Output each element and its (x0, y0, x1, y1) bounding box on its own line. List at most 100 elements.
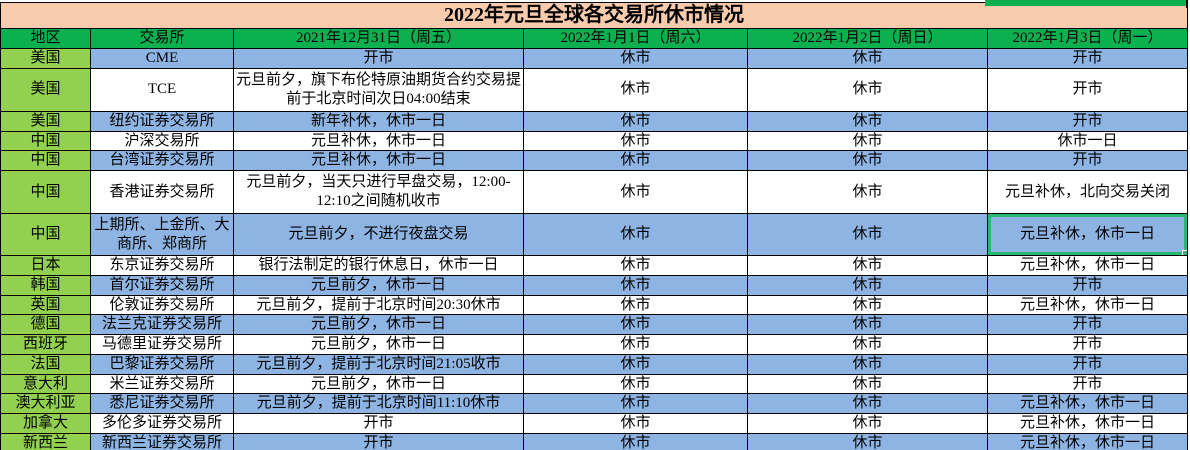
cell-region[interactable]: 法国 (0, 353, 91, 375)
cell-jan1[interactable]: 休市 (523, 110, 748, 132)
cell-jan1[interactable]: 休市 (523, 294, 748, 316)
cell-dec31[interactable]: 元旦前夕，提前于北京时间21:05收市 (233, 353, 524, 375)
header-exchange[interactable]: 交易所 (90, 28, 234, 49)
cell-jan2[interactable]: 休市 (747, 213, 988, 256)
cell-dec31[interactable]: 元旦前夕，提前于北京时间11:10休市 (233, 393, 524, 414)
cell-exchange[interactable]: 纽约证券交易所 (90, 110, 234, 132)
cell-jan2[interactable]: 休市 (747, 393, 988, 414)
cell-jan3[interactable]: 元旦补休，休市一日 (986, 213, 1189, 256)
cell-jan1[interactable]: 休市 (523, 432, 748, 450)
cell-exchange[interactable]: 首尔证券交易所 (90, 274, 234, 296)
cell-exchange[interactable]: 法兰克证券交易所 (90, 314, 234, 335)
cell-region[interactable]: 美国 (0, 67, 91, 112)
header-jan3[interactable]: 2022年1月3日（周一） (986, 28, 1189, 49)
cell-jan1[interactable]: 休市 (523, 255, 748, 276)
cell-jan3[interactable]: 休市一日 (986, 130, 1189, 152)
cell-exchange[interactable]: 新西兰证券交易所 (90, 432, 234, 450)
cell-jan3[interactable]: 元旦补休，休市一日 (986, 413, 1189, 434)
cell-dec31[interactable]: 元旦前夕，休市一日 (233, 373, 524, 395)
cell-jan2[interactable]: 休市 (747, 334, 988, 355)
cell-exchange[interactable]: TCE (90, 67, 234, 112)
cell-jan1[interactable]: 休市 (523, 274, 748, 296)
cell-region[interactable]: 德国 (0, 314, 91, 335)
cell-jan2[interactable]: 休市 (747, 274, 988, 296)
cell-dec31[interactable]: 元旦前夕，提前于北京时间20:30休市 (233, 294, 524, 316)
cell-region[interactable]: 西班牙 (0, 334, 91, 355)
cell-dec31[interactable]: 元旦前夕，休市一日 (233, 334, 524, 355)
cell-jan3[interactable]: 开市 (986, 150, 1189, 171)
cell-region[interactable]: 美国 (0, 48, 91, 69)
cell-jan3[interactable]: 开市 (986, 48, 1189, 69)
cell-jan2[interactable]: 休市 (747, 294, 988, 316)
cell-exchange[interactable]: 东京证券交易所 (90, 255, 234, 276)
cell-exchange[interactable]: 伦敦证券交易所 (90, 294, 234, 316)
cell-region[interactable]: 新西兰 (0, 432, 91, 450)
cell-jan1[interactable]: 休市 (523, 150, 748, 171)
cell-jan3[interactable]: 开市 (986, 353, 1189, 375)
cell-jan2[interactable]: 休市 (747, 353, 988, 375)
cell-dec31[interactable]: 元旦前夕，旗下布伦特原油期货合约交易提前于北京时间次日04:00结束 (233, 67, 524, 112)
cell-jan3[interactable]: 开市 (986, 334, 1189, 355)
cell-jan2[interactable]: 休市 (747, 255, 988, 276)
cell-region[interactable]: 美国 (0, 110, 91, 132)
cell-dec31[interactable]: 新年补休，休市一日 (233, 110, 524, 132)
cell-jan3[interactable]: 元旦补休，休市一日 (986, 393, 1189, 414)
cell-exchange[interactable]: 悉尼证券交易所 (90, 393, 234, 414)
cell-exchange[interactable]: 上期所、上金所、大商所、郑商所 (90, 213, 234, 256)
cell-jan2[interactable]: 休市 (747, 67, 988, 112)
cell-region[interactable]: 加拿大 (0, 413, 91, 434)
cell-region[interactable]: 中国 (0, 170, 91, 214)
cell-jan3[interactable]: 元旦补休，休市一日 (986, 294, 1189, 316)
cell-dec31[interactable]: 元旦补休，休市一日 (233, 130, 524, 152)
cell-jan1[interactable]: 休市 (523, 67, 748, 112)
cell-jan1[interactable]: 休市 (523, 170, 748, 214)
cell-exchange[interactable]: CME (90, 48, 234, 69)
cell-jan3[interactable]: 元旦补休，休市一日 (986, 432, 1189, 450)
cell-dec31[interactable]: 元旦前夕，不进行夜盘交易 (233, 213, 524, 256)
cell-jan2[interactable]: 休市 (747, 48, 988, 69)
cell-dec31[interactable]: 银行法制定的银行休息日，休市一日 (233, 255, 524, 276)
cell-jan3[interactable]: 元旦补休，北向交易关闭 (986, 170, 1189, 214)
cell-jan3[interactable]: 开市 (986, 373, 1189, 395)
cell-jan1[interactable]: 休市 (523, 373, 748, 395)
cell-dec31[interactable]: 元旦补休，休市一日 (233, 150, 524, 171)
header-dec31[interactable]: 2021年12月31日（周五） (233, 28, 524, 49)
cell-region[interactable]: 意大利 (0, 373, 91, 395)
cell-dec31[interactable]: 开市 (233, 432, 524, 450)
cell-jan2[interactable]: 休市 (747, 314, 988, 335)
fill-handle[interactable] (1182, 250, 1187, 255)
header-jan2[interactable]: 2022年1月2日（周日） (747, 28, 988, 49)
cell-region[interactable]: 澳大利亚 (0, 393, 91, 414)
cell-exchange[interactable]: 多伦多证券交易所 (90, 413, 234, 434)
cell-dec31[interactable]: 元旦前夕，休市一日 (233, 314, 524, 335)
cell-region[interactable]: 中国 (0, 213, 91, 256)
cell-dec31[interactable]: 开市 (233, 413, 524, 434)
cell-region[interactable]: 英国 (0, 294, 91, 316)
cell-dec31[interactable]: 开市 (233, 48, 524, 69)
cell-exchange[interactable]: 巴黎证券交易所 (90, 353, 234, 375)
cell-jan1[interactable]: 休市 (523, 213, 748, 256)
cell-jan3[interactable]: 开市 (986, 314, 1189, 335)
cell-jan2[interactable]: 休市 (747, 413, 988, 434)
cell-exchange[interactable]: 沪深交易所 (90, 130, 234, 152)
cell-exchange[interactable]: 台湾证券交易所 (90, 150, 234, 171)
cell-jan1[interactable]: 休市 (523, 334, 748, 355)
cell-jan1[interactable]: 休市 (523, 413, 748, 434)
cell-region[interactable]: 日本 (0, 255, 91, 276)
cell-jan3[interactable]: 开市 (986, 274, 1189, 296)
cell-jan2[interactable]: 休市 (747, 170, 988, 214)
cell-jan1[interactable]: 休市 (523, 314, 748, 335)
cell-region[interactable]: 中国 (0, 150, 91, 171)
cell-region[interactable]: 中国 (0, 130, 91, 152)
cell-jan3[interactable]: 开市 (986, 110, 1189, 132)
cell-dec31[interactable]: 元旦前夕，休市一日 (233, 274, 524, 296)
header-region[interactable]: 地区 (0, 28, 91, 49)
cell-region[interactable]: 韩国 (0, 274, 91, 296)
cell-jan3[interactable]: 开市 (986, 67, 1189, 112)
cell-exchange[interactable]: 香港证券交易所 (90, 170, 234, 214)
cell-jan1[interactable]: 休市 (523, 48, 748, 69)
cell-jan2[interactable]: 休市 (747, 130, 988, 152)
cell-jan1[interactable]: 休市 (523, 353, 748, 375)
cell-dec31[interactable]: 元旦前夕，当天只进行早盘交易，12:00-12:10之间随机收市 (233, 170, 524, 214)
cell-jan2[interactable]: 休市 (747, 150, 988, 171)
